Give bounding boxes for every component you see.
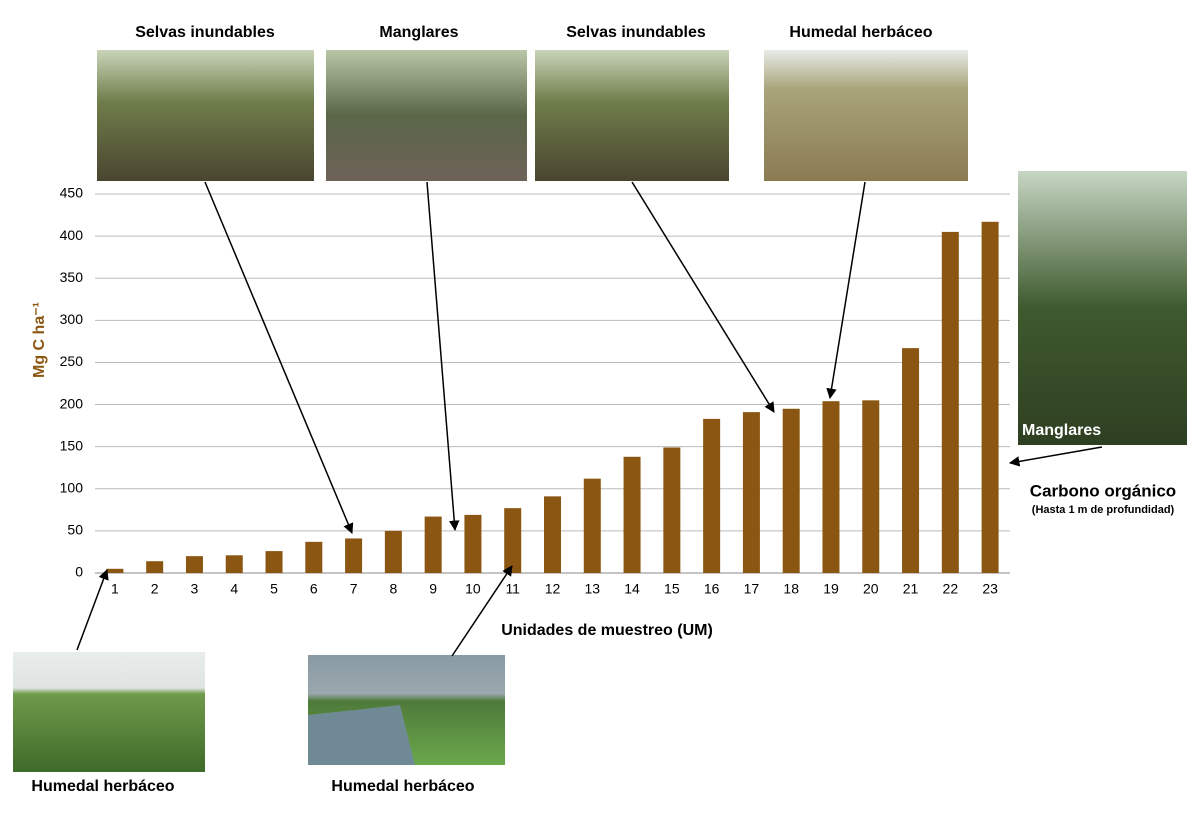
x-tick-label: 3 (191, 581, 199, 597)
y-tick-label: 200 (60, 395, 84, 411)
y-tick-label: 250 (60, 353, 84, 369)
y-tick-label: 0 (75, 564, 83, 580)
bar (862, 400, 880, 573)
annotation: Manglares (1022, 422, 1101, 439)
photo (326, 50, 527, 181)
x-tick-label: 22 (943, 581, 959, 597)
arrow (631, 181, 775, 413)
annotation: (Hasta 1 m de profundidad) (1032, 504, 1175, 516)
x-tick-label: 7 (350, 581, 358, 597)
y-axis-label: Mg C ha⁻¹ (31, 302, 48, 378)
x-tick-label: 23 (982, 581, 998, 597)
x-tick-label: 17 (744, 581, 760, 597)
x-tick-label: 18 (783, 581, 799, 597)
annotation: Manglares (379, 24, 458, 41)
x-tick-label: 5 (270, 581, 278, 597)
arrow (451, 565, 513, 657)
x-tick-label: 11 (505, 581, 520, 597)
x-tick-label: 2 (151, 581, 159, 597)
annotation: Carbono orgánico (1030, 481, 1176, 500)
photo (764, 50, 968, 181)
x-tick-label: 12 (545, 581, 561, 597)
bar (583, 478, 601, 573)
x-tick-label: 14 (624, 581, 640, 597)
arrow (1008, 446, 1103, 467)
y-tick-label: 350 (60, 269, 84, 285)
bar (504, 508, 522, 573)
bar (703, 418, 721, 573)
bar (544, 496, 561, 573)
bar (225, 555, 243, 573)
annotation: Selvas inundables (566, 24, 706, 41)
y-tick-label: 150 (60, 437, 84, 453)
bar (345, 538, 363, 573)
bar (464, 514, 482, 573)
annotation: Humedal herbáceo (31, 778, 174, 795)
bar (822, 401, 840, 573)
x-tick-label: 20 (863, 581, 879, 597)
bar (902, 348, 920, 573)
bar (981, 221, 999, 573)
bar (623, 456, 641, 573)
arrow (426, 181, 460, 532)
photo (97, 50, 314, 181)
x-tick-label: 1 (111, 581, 119, 597)
annotation: Selvas inundables (135, 24, 275, 41)
x-axis-label: Unidades de muestreo (UM) (501, 622, 713, 639)
bar (305, 541, 323, 573)
bar (265, 551, 283, 573)
x-tick-label: 9 (429, 581, 437, 597)
x-tick-label: 4 (230, 581, 238, 597)
bar (941, 231, 959, 573)
photos (13, 50, 1187, 772)
annotation: Humedal herbáceo (331, 778, 474, 795)
bar (742, 412, 760, 573)
bar (384, 530, 402, 573)
y-tick-label: 100 (60, 479, 84, 495)
x-tick-label: 16 (704, 581, 720, 597)
arrow (204, 181, 354, 534)
y-tick-label: 300 (60, 311, 84, 327)
y-tick-label: 400 (60, 227, 84, 243)
bar (106, 568, 124, 573)
annotation: Humedal herbáceo (789, 24, 932, 41)
bar (663, 447, 681, 573)
x-tick-label: 15 (664, 581, 680, 597)
bar (782, 408, 800, 573)
x-tick-label: 19 (823, 581, 839, 597)
y-tick-label: 50 (67, 522, 83, 538)
x-tick-label: 10 (465, 581, 481, 597)
x-tick-label: 13 (584, 581, 600, 597)
bar (424, 516, 442, 573)
x-tick-label: 8 (389, 581, 397, 597)
photo (13, 652, 205, 772)
arrow (826, 181, 866, 400)
arrow (76, 569, 109, 651)
photo (1018, 171, 1187, 445)
photo-water (308, 705, 415, 765)
y-tick-label: 450 (60, 185, 84, 201)
x-tick-label: 6 (310, 581, 318, 597)
bar (185, 556, 203, 573)
x-tick-label: 21 (903, 581, 919, 597)
bar (146, 561, 164, 573)
photo (535, 50, 729, 181)
